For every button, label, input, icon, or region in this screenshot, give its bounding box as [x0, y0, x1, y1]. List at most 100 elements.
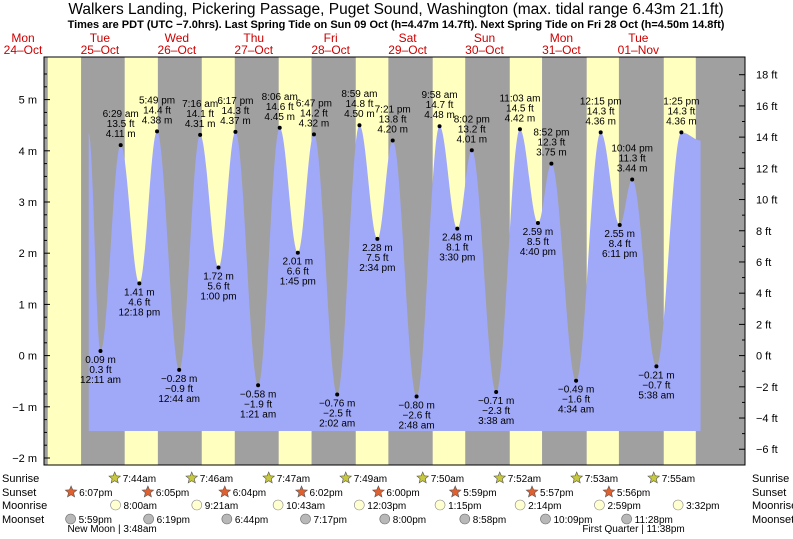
moonset-icon	[65, 513, 76, 525]
moonset-time: 6:19pm	[157, 515, 190, 526]
sunrise-icon	[339, 471, 353, 484]
tide-time: 8:59 am	[341, 89, 377, 100]
extremum-dot	[216, 265, 221, 270]
tide-height-ft: 14.4 ft	[143, 105, 171, 116]
sunset-icon	[371, 485, 385, 498]
tide-height-ft: 14.7 ft	[426, 100, 454, 111]
low-tide-label: −0.80 m−2.6 ft2:48 am	[398, 394, 435, 432]
moonrise-icon	[594, 499, 605, 511]
sunrise-icon	[108, 471, 122, 484]
extremum-dot	[574, 378, 579, 383]
sunset-time: 6:02pm	[310, 488, 343, 499]
tide-height-ft: 4.6 ft	[128, 297, 150, 308]
moonset-icon	[621, 513, 632, 525]
tide-height-ft: 14.5 ft	[506, 103, 534, 114]
day-date: 31–Oct	[542, 43, 581, 57]
day-name: Sat	[399, 31, 418, 45]
row-label-right: Moonrise	[752, 500, 793, 512]
extremum-dot	[549, 161, 554, 166]
tide-height-ft: −2.6 ft	[403, 411, 431, 422]
low-tide-label: 2.48 m8.1 ft3:30 pm	[439, 226, 475, 264]
tide-height-m: 1.72 m	[203, 272, 234, 283]
sunrise-icon	[647, 471, 661, 484]
sunset-icon	[64, 485, 78, 498]
extremum-dot	[311, 132, 316, 137]
tide-height-ft: 14.8 ft	[346, 99, 374, 110]
chart-subtitle: Times are PDT (UTC −7.0hrs). Last Spring…	[68, 19, 725, 31]
tide-height-m: 4.36 m	[666, 116, 697, 127]
tide-height-m: 3.75 m	[536, 148, 567, 159]
extremum-dot	[357, 123, 362, 128]
tide-height-ft: −2.3 ft	[482, 406, 510, 417]
tide-time: 3:30 pm	[439, 253, 475, 264]
tide-time: 7:21 pm	[375, 105, 411, 116]
tide-height-m: −0.49 m	[558, 385, 594, 396]
axes: −2 m −1 m 0 m 1 m 2 m 3 m 4 m 5 m −6 ft −4 ft −2 f…	[12, 70, 777, 465]
tide-time: 2:34 pm	[359, 263, 395, 274]
tide-height-m: 0.09 m	[85, 355, 116, 366]
extremum-dot	[155, 129, 160, 134]
right-tick-label: 16 ft	[756, 101, 777, 113]
sunrise-icon	[416, 471, 430, 484]
tide-height-ft: 12.3 ft	[538, 138, 566, 149]
tide-height-ft: 13.2 ft	[458, 124, 486, 135]
tide-height-m: 4.50 m	[344, 109, 375, 120]
day-date: 30–Oct	[465, 43, 504, 57]
tide-height-ft: 14.2 ft	[300, 108, 328, 119]
day-name: Sun	[474, 31, 495, 45]
tide-height-m: −0.21 m	[638, 370, 674, 381]
sunset-icon	[141, 485, 155, 498]
extremum-dot	[469, 148, 474, 153]
moonrise-icon	[434, 499, 446, 511]
tide-height-ft: −0.9 ft	[165, 384, 193, 395]
extremum-dot	[679, 130, 684, 135]
tide-height-ft: 13.5 ft	[107, 119, 135, 130]
extremum-dot	[598, 130, 603, 135]
tide-height-ft: 14.3 ft	[222, 106, 250, 117]
extremum-dot	[517, 127, 522, 132]
tide-time: 1:45 pm	[280, 277, 316, 288]
extremum-dot	[256, 383, 261, 388]
tide-height-m: 4.36 m	[585, 116, 616, 127]
moonset-icon	[459, 513, 471, 525]
moonrise-time: 3:32pm	[686, 501, 719, 512]
tide-height-ft: −2.5 ft	[323, 409, 351, 420]
moonset-time: 8:00pm	[393, 515, 426, 526]
tide-time: 11:03 am	[499, 93, 540, 104]
sunset-time: 5:57pm	[540, 488, 573, 499]
extremum-dot	[295, 250, 300, 255]
day-name: Mon	[11, 31, 34, 45]
tide-height-m: 2.55 m	[604, 229, 635, 240]
tide-height-ft: 7.5 ft	[366, 253, 388, 264]
moonrise-icon	[272, 499, 284, 511]
moonset-time: 10:09pm	[554, 515, 593, 526]
sunrise-time: 7:46am	[200, 474, 233, 485]
tide-time: 5:38 am	[638, 390, 674, 401]
right-tick-label: 8 ft	[756, 226, 771, 238]
sunset-icon	[448, 485, 462, 498]
tide-height-ft: 14.3 ft	[667, 106, 695, 117]
tide-curve	[88, 125, 701, 431]
sunrise-icon	[185, 471, 199, 484]
sunset-time: 6:04pm	[233, 488, 266, 499]
tide-height-m: −0.28 m	[161, 374, 197, 385]
extremum-dot	[375, 236, 380, 241]
sunset-time: 6:00pm	[386, 488, 419, 499]
moonrise-time: 2:59pm	[607, 501, 640, 512]
day-name: Mon	[550, 31, 573, 45]
tide-height-m: 4.45 m	[264, 112, 295, 123]
moonrise-time: 1:15pm	[448, 501, 481, 512]
day-name: Wed	[165, 31, 189, 45]
